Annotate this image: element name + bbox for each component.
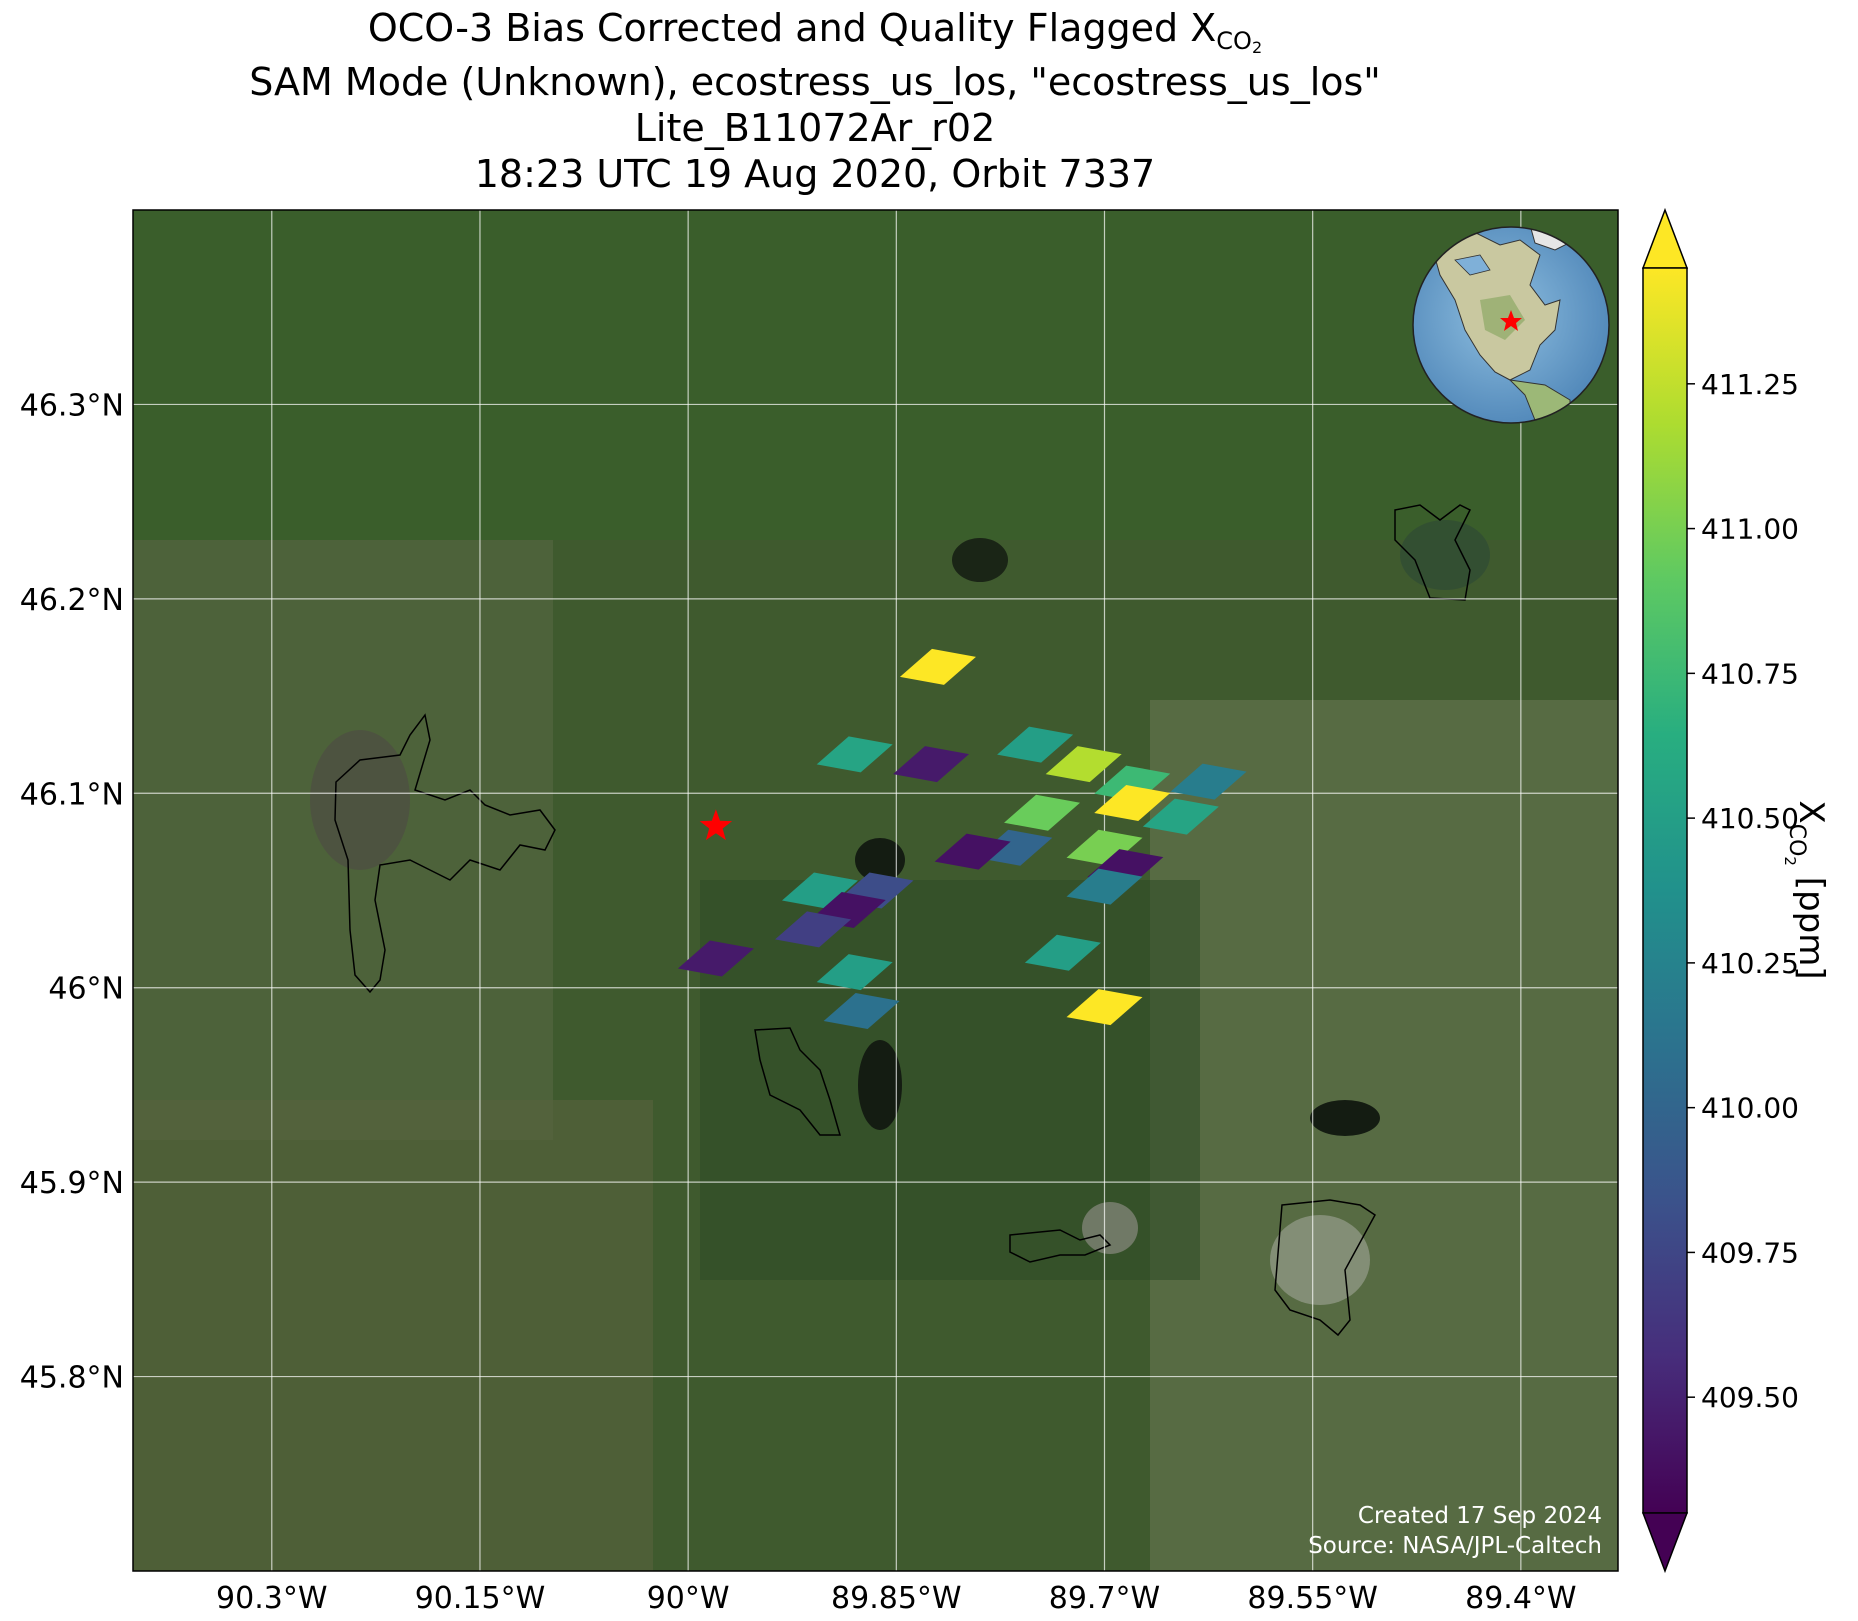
lon-tick-label: 89.85°W bbox=[831, 1581, 962, 1616]
xco2-sounding bbox=[1066, 989, 1143, 1026]
lon-tick-label: 89.55°W bbox=[1247, 1581, 1378, 1616]
xco2-sounding bbox=[823, 993, 900, 1030]
xco2-sounding bbox=[1094, 765, 1171, 802]
colorbar-tick-label: 409.75 bbox=[1701, 1236, 1799, 1269]
xco2-sounding bbox=[677, 940, 754, 977]
plot-title-line2: SAM Mode (Unknown), ecostress_us_los, "e… bbox=[249, 60, 1381, 104]
colorbar-tick-label: 411.25 bbox=[1701, 368, 1799, 401]
xco2-sounding bbox=[1066, 868, 1143, 905]
lon-tick-label: 90°W bbox=[647, 1581, 730, 1616]
xco2-sounding bbox=[997, 726, 1074, 763]
plot-title-line3: Lite_B11072Ar_r02 bbox=[634, 106, 996, 150]
created-date-credit: Created 17 Sep 2024 bbox=[1357, 1503, 1602, 1529]
lat-tick-label: 46.1°N bbox=[20, 777, 124, 812]
xco2-sounding bbox=[1004, 794, 1081, 831]
globe-target-marker bbox=[1500, 310, 1522, 331]
lat-tick-label: 45.9°N bbox=[20, 1166, 124, 1201]
colorbar-gradient bbox=[1642, 267, 1688, 1514]
xco2-sounding bbox=[899, 648, 976, 685]
colorbar-tick-label: 410.25 bbox=[1701, 947, 1799, 980]
xco2-sounding bbox=[1024, 934, 1101, 971]
xco2-sounding bbox=[976, 829, 1053, 866]
xco2-sounding bbox=[1066, 829, 1143, 866]
xco2-sounding bbox=[816, 954, 893, 991]
xco2-sounding bbox=[1045, 746, 1122, 783]
colorbar-ticks: 409.50 409.75 410.00 410.25 410.50 410.75 411.… bbox=[1687, 368, 1799, 1414]
colorbar-tick-label: 410.00 bbox=[1701, 1092, 1799, 1125]
lon-tick-label: 90.3°W bbox=[216, 1581, 327, 1616]
xco2-sounding bbox=[893, 746, 970, 783]
xco2-sounding bbox=[781, 872, 858, 909]
target-star-marker bbox=[699, 809, 733, 841]
map-frame bbox=[132, 209, 1619, 1572]
colorbar-extend-max bbox=[1641, 207, 1689, 269]
satellite-basemap bbox=[133, 210, 1618, 1571]
xco2-soundings bbox=[677, 648, 1247, 1030]
xco2-sounding bbox=[816, 736, 893, 773]
source-credit: Source: NASA/JPL-Caltech bbox=[1308, 1533, 1602, 1559]
axis-ticks: 90.3°W 90.15°W 90°W 89.85°W 89.7°W 89.55°W 89.… bbox=[20, 388, 1577, 1616]
plot-title-line1: OCO-3 Bias Corrected and Quality Flagged… bbox=[367, 6, 1263, 57]
plot-title-line4: 18:23 UTC 19 Aug 2020, Orbit 7337 bbox=[474, 152, 1156, 196]
colorbar-title: XCO2 [ppm] bbox=[1781, 800, 1831, 979]
colorbar-tick-label: 410.75 bbox=[1701, 657, 1799, 690]
xco2-sounding bbox=[775, 911, 852, 948]
xco2-sounding bbox=[1142, 798, 1219, 835]
lon-tick-label: 90.15°W bbox=[415, 1581, 546, 1616]
lat-tick-label: 46°N bbox=[48, 972, 124, 1007]
lon-tick-label: 89.4°W bbox=[1465, 1581, 1576, 1616]
colorbar-tick-label: 411.00 bbox=[1701, 513, 1799, 546]
xco2-sounding bbox=[1170, 763, 1247, 800]
colorbar-tick-label: 409.50 bbox=[1701, 1381, 1799, 1414]
lat-tick-label: 46.3°N bbox=[20, 388, 124, 423]
lat-tick-label: 45.8°N bbox=[20, 1361, 124, 1396]
colorbar-tick-label: 410.50 bbox=[1701, 802, 1799, 835]
lon-tick-label: 89.7°W bbox=[1049, 1581, 1160, 1616]
xco2-sounding bbox=[1094, 785, 1171, 822]
colorbar-extend-min bbox=[1641, 1512, 1689, 1574]
colorbar: 409.50 409.75 410.00 410.25 410.50 410.75 411.… bbox=[1641, 207, 1831, 1574]
lat-tick-label: 46.2°N bbox=[20, 583, 124, 618]
xco2-sounding bbox=[934, 833, 1011, 870]
